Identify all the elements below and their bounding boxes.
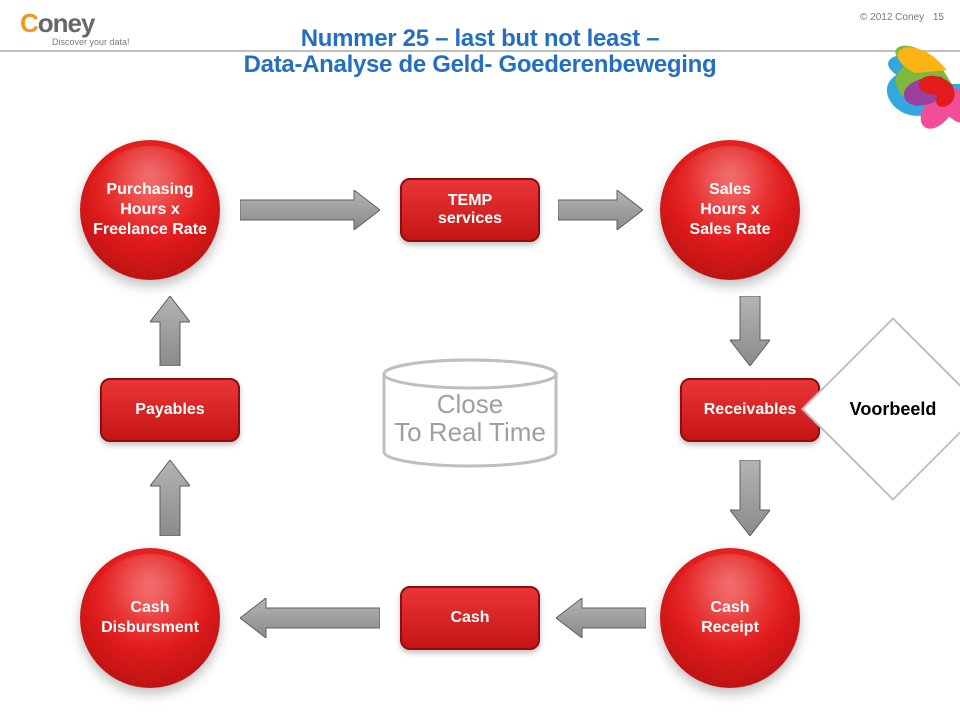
arrow-receivables-to-receipt: [730, 460, 770, 536]
node-payables: Payables: [100, 378, 240, 442]
arrow-payables-to-purchasing: [150, 296, 190, 366]
node-disb: CashDisbursment: [80, 548, 220, 688]
arrow-purchasing-to-temp: [240, 190, 380, 230]
title-line-1: Nummer 25 – last but not least –: [301, 25, 660, 52]
arrow-temp-to-sales: [558, 190, 643, 230]
page: Coney Discover your data! © 2012 Coney 1…: [0, 0, 960, 718]
node-receivables: Receivables: [680, 378, 820, 442]
node-cash: Cash: [400, 586, 540, 650]
node-purchasing: PurchasingHours xFreelance Rate: [80, 140, 220, 280]
arrow-disb-to-payables: [150, 460, 190, 536]
copyright: © 2012 Coney 15: [854, 12, 944, 23]
node-receipt: CashReceipt: [660, 548, 800, 688]
arrow-sales-to-receivables: [730, 296, 770, 366]
arrow-receipt-to-cash: [556, 598, 646, 638]
node-temp: TEMPservices: [400, 178, 540, 242]
copyright-text: © 2012 Coney: [860, 12, 924, 23]
page-title: Nummer 25 – last but not least – Data-An…: [0, 26, 960, 78]
node-voorbeeld: Voorbeeld: [828, 344, 958, 474]
arrow-cash-to-disb: [240, 598, 380, 638]
flow-diagram: PurchasingHours xFreelance Rate TEMPservi…: [0, 100, 960, 718]
page-number: 15: [933, 12, 944, 23]
node-sales: SalesHours xSales Rate: [660, 140, 800, 280]
node-close: CloseTo Real Time: [380, 358, 560, 468]
title-line-2: Data-Analyse de Geld- Goederenbeweging: [244, 51, 717, 78]
